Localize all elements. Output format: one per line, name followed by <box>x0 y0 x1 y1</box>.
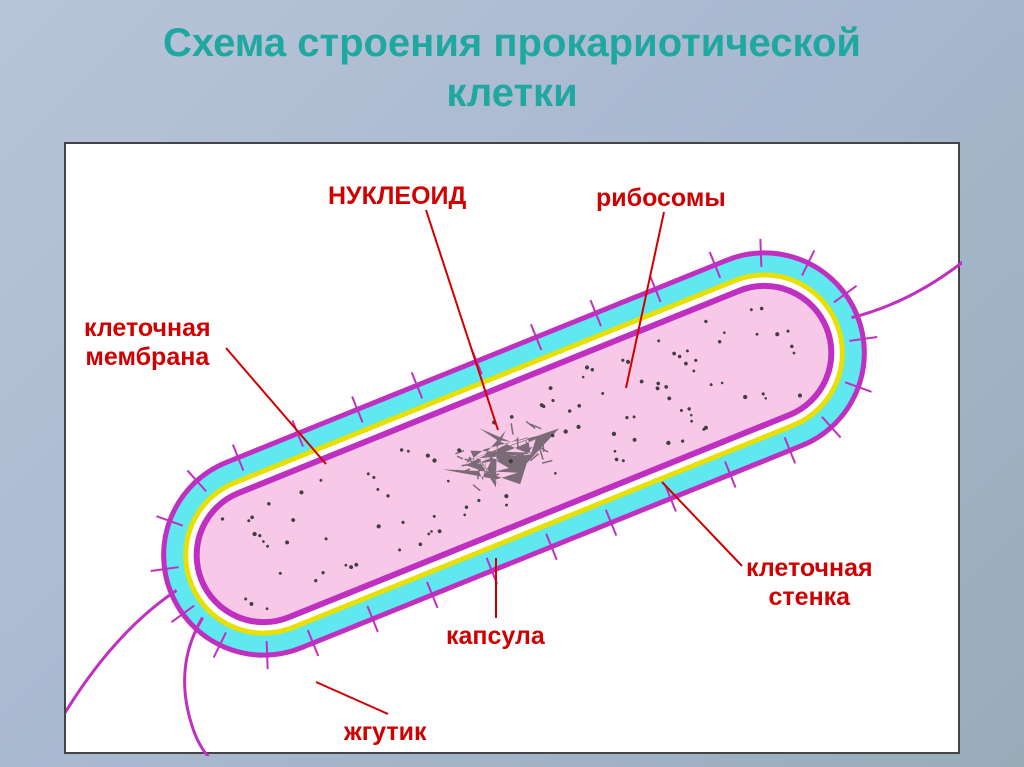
diagram-frame: НУКЛЕОИД рибосомы клеточная мембрана кле… <box>64 142 960 754</box>
label-nucleoid: НУКЛЕОИД <box>328 182 466 211</box>
label-flagellum: жгутик <box>344 718 426 747</box>
page-title: Схема строения прокариотической клетки <box>0 0 1024 118</box>
label-capsule: капсула <box>446 622 545 651</box>
cell-diagram-svg <box>66 144 962 756</box>
label-membrane: клеточная мембрана <box>84 314 211 372</box>
label-ribosomes: рибосомы <box>596 184 726 213</box>
label-wall: клеточная стенка <box>746 554 873 612</box>
